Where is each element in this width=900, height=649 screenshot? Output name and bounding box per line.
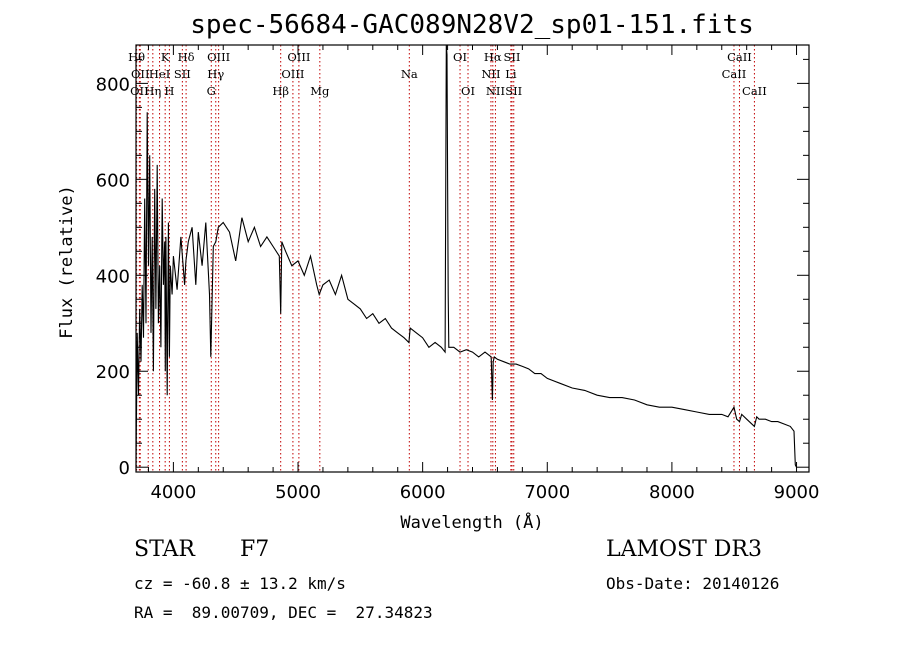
- line-label: OI: [453, 50, 467, 64]
- y-axis-label: Flux (relative): [57, 185, 77, 339]
- line-label: Li: [505, 67, 517, 81]
- line-label: Hδ: [178, 50, 195, 64]
- line-label: SII: [505, 84, 522, 98]
- y-tick-label: 0: [119, 458, 130, 479]
- line-label: CaII: [727, 50, 752, 64]
- line-label: OII: [131, 67, 150, 81]
- x-tick-label: 5000: [275, 482, 321, 503]
- chart-title: spec-56684-GAC089N28V2_sp01-151.fits: [190, 10, 754, 40]
- x-tick-label: 7000: [524, 482, 570, 503]
- line-label: OIII: [281, 67, 304, 81]
- line-label: G: [207, 84, 216, 98]
- line-label: Hβ: [272, 84, 289, 98]
- y-tick-label: 600: [96, 170, 130, 191]
- line-label: Hα: [484, 50, 502, 64]
- line-label: NII: [486, 84, 505, 98]
- line-label: Mg: [310, 84, 330, 98]
- redshift-text: cz = -60.8 ± 13.2 km/s: [134, 574, 346, 593]
- line-label: HeI: [149, 67, 170, 81]
- object-class: STAR: [134, 537, 195, 562]
- line-label: OIII: [207, 50, 230, 64]
- plot-frame: [135, 44, 810, 473]
- line-label: NII: [481, 67, 500, 81]
- line-label: SII: [504, 50, 521, 64]
- spectrum-line: [135, 44, 797, 468]
- object-subclass: F7: [240, 537, 270, 562]
- line-label: Hγ: [207, 67, 224, 81]
- y-tick-label: 200: [96, 362, 130, 383]
- x-tick-label: 8000: [649, 482, 695, 503]
- line-label: CaII: [742, 84, 767, 98]
- x-tick-label: 9000: [774, 482, 820, 503]
- line-label: CaII: [722, 67, 747, 81]
- y-tick-label: 400: [96, 266, 130, 287]
- x-tick-label: 6000: [400, 482, 446, 503]
- line-label: Hθ: [128, 50, 145, 64]
- line-label: OI: [461, 84, 475, 98]
- survey-name: LAMOST DR3: [606, 537, 762, 562]
- line-label: Na: [401, 67, 418, 81]
- spectral-line-labels: HθOIIOIIHηHeIKHSIIHδGHγOIIIHβOIIIOIIIMgN…: [128, 50, 767, 98]
- y-axis-ticks: 0 200 400 600 800: [96, 58, 809, 479]
- radec-text: RA = 89.00709, DEC = 27.34823: [134, 603, 433, 622]
- line-label: Hη: [144, 84, 161, 98]
- line-label: K: [161, 50, 170, 64]
- line-label: H: [164, 84, 174, 98]
- line-label: OIII: [287, 50, 310, 64]
- x-axis-ticks: 4000 5000 6000 7000 8000 9000: [147, 45, 820, 503]
- x-tick-label: 4000: [150, 482, 196, 503]
- obs-date-text: Obs-Date: 20140126: [606, 574, 780, 593]
- y-tick-label: 800: [96, 74, 130, 95]
- line-label: SII: [174, 67, 191, 81]
- x-axis-label: Wavelength (Å): [400, 511, 543, 533]
- line-label: OII: [130, 84, 149, 98]
